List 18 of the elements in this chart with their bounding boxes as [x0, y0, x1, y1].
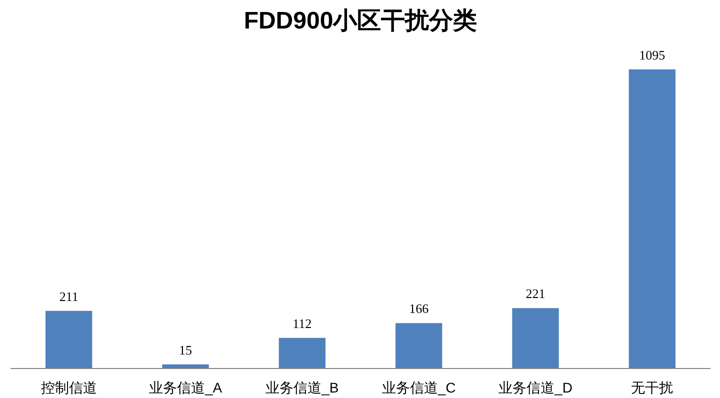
bar	[512, 308, 559, 368]
data-label: 1095	[639, 47, 666, 62]
x-tick-label: 业务信道_C	[382, 380, 456, 396]
data-label: 221	[526, 286, 546, 302]
data-label: 211	[59, 288, 78, 304]
bar	[628, 69, 676, 368]
x-tick-label: 业务信道_D	[498, 380, 572, 396]
bar	[46, 310, 92, 368]
data-label: 15	[179, 342, 192, 358]
data-label: 166	[409, 301, 430, 316]
chart-title: FDD900小区干扰分类	[244, 8, 478, 34]
x-tick-label: 控制信道	[40, 380, 97, 396]
x-tick-label: 业务信道_B	[266, 380, 339, 396]
x-tick-label: 无干扰	[631, 380, 674, 396]
bar	[396, 323, 442, 368]
data-label: 112	[292, 316, 312, 331]
bar	[278, 338, 326, 368]
x-tick-label: 业务信道_A	[148, 380, 223, 396]
